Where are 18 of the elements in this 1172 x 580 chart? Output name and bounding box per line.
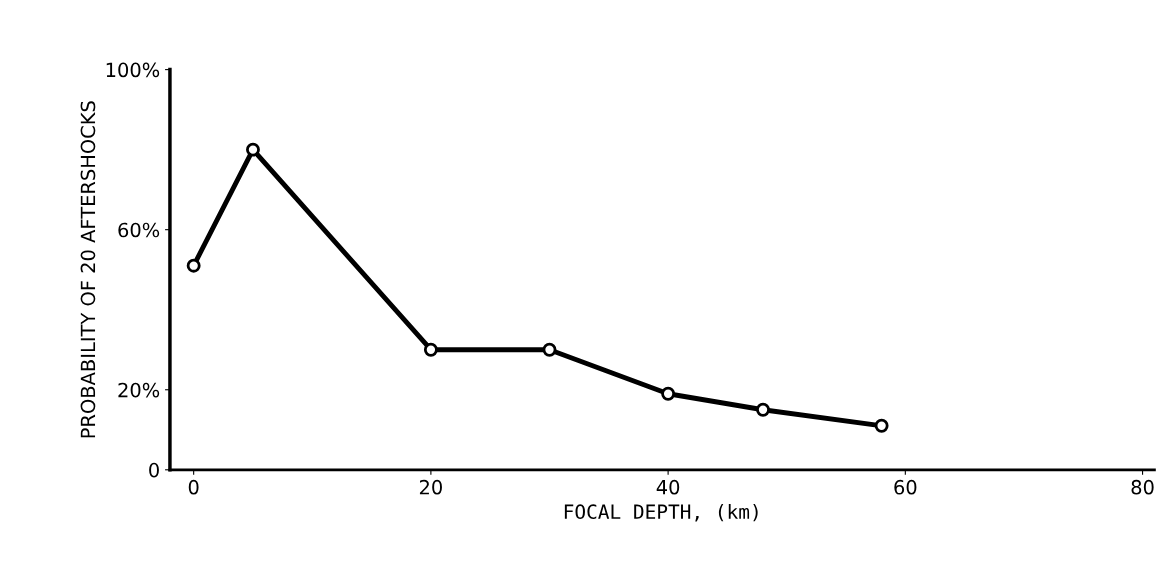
y-tick-label: 60% (118, 222, 160, 238)
x-tick-label: 80 (1131, 479, 1154, 495)
x-tick-label: 60 (894, 479, 917, 495)
y-tick-label: 0 (149, 462, 159, 478)
point (423, 342, 438, 357)
point (874, 418, 889, 433)
x-tick-label: 20 (419, 479, 442, 495)
y-tick-label: 20% (118, 382, 160, 398)
point (756, 402, 770, 417)
point (661, 386, 676, 401)
x-tick-label: 0 (188, 479, 199, 495)
x-tick-label: 40 (656, 479, 680, 495)
point (542, 342, 557, 357)
y-axis-title: PROBABILITY OF 20 AFTERSHOCKS (80, 101, 96, 438)
point (186, 258, 201, 273)
x-axis-title: FOCAL DEPTH, (km) (564, 504, 758, 522)
y-tick-label: 100% (106, 62, 160, 78)
point (246, 142, 260, 157)
